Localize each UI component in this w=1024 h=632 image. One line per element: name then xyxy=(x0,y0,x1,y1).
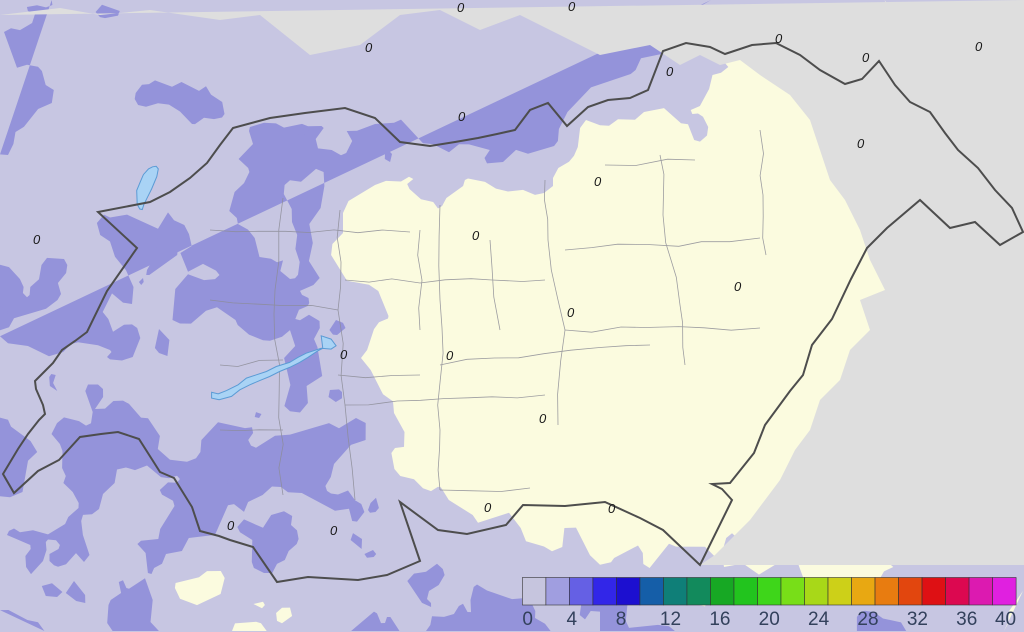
svg-text:0: 0 xyxy=(975,39,983,54)
svg-text:16: 16 xyxy=(709,609,730,630)
svg-text:0: 0 xyxy=(330,523,338,538)
svg-text:0: 0 xyxy=(227,518,235,533)
svg-text:0: 0 xyxy=(340,347,348,362)
svg-text:0: 0 xyxy=(594,174,602,189)
svg-text:0: 0 xyxy=(734,279,742,294)
svg-text:0: 0 xyxy=(365,40,373,55)
svg-text:20: 20 xyxy=(759,609,780,630)
svg-text:40: 40 xyxy=(995,609,1016,630)
svg-text:0: 0 xyxy=(539,411,547,426)
svg-text:0: 0 xyxy=(568,0,576,14)
svg-text:0: 0 xyxy=(484,500,492,515)
svg-text:4: 4 xyxy=(567,609,578,630)
svg-text:0: 0 xyxy=(458,109,466,124)
svg-text:12: 12 xyxy=(660,609,681,630)
svg-text:0: 0 xyxy=(446,348,454,363)
svg-text:0: 0 xyxy=(33,232,41,247)
svg-text:24: 24 xyxy=(808,609,830,630)
svg-text:0: 0 xyxy=(522,609,533,630)
svg-text:0: 0 xyxy=(567,305,575,320)
svg-text:0: 0 xyxy=(862,50,870,65)
svg-text:28: 28 xyxy=(857,609,878,630)
svg-text:0: 0 xyxy=(457,0,465,15)
svg-text:0: 0 xyxy=(608,501,616,516)
svg-text:0: 0 xyxy=(472,228,480,243)
svg-text:0: 0 xyxy=(666,64,674,79)
svg-text:32: 32 xyxy=(907,609,928,630)
svg-text:36: 36 xyxy=(956,609,977,630)
svg-text:0: 0 xyxy=(775,31,783,46)
svg-text:8: 8 xyxy=(616,609,627,630)
svg-text:0: 0 xyxy=(857,136,865,151)
